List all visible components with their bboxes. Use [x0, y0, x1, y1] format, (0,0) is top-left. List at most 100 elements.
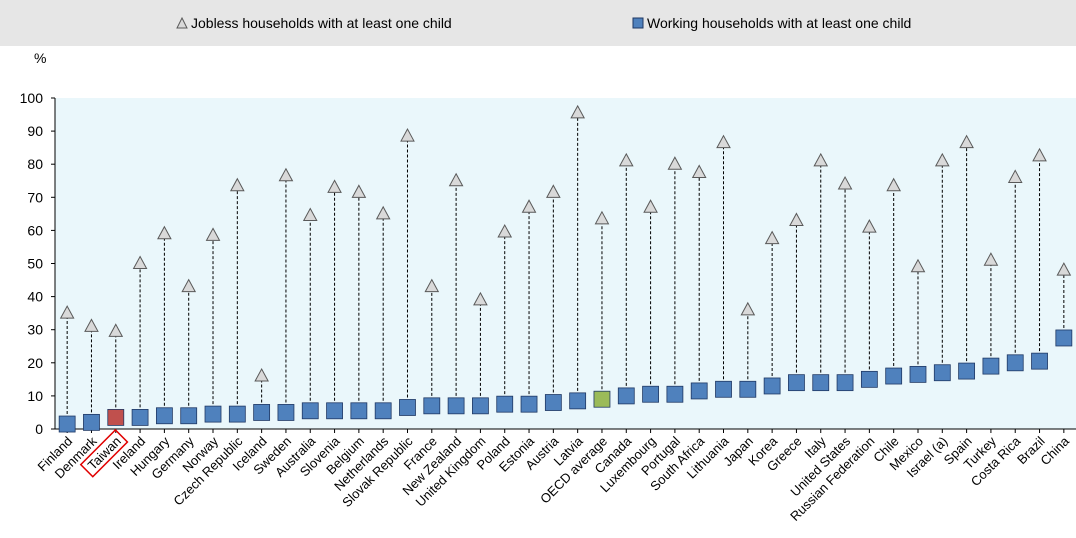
jobless-marker [1007, 169, 1023, 183]
working-marker [617, 387, 635, 405]
jobless-marker [594, 210, 610, 225]
working-marker [1055, 329, 1073, 347]
working-marker [58, 415, 76, 433]
working-marker [350, 402, 368, 420]
working-marker [277, 404, 295, 421]
jobless-marker [473, 291, 488, 306]
y-tick-label: 50 [27, 256, 43, 272]
highlight-box [79, 428, 129, 478]
jobless-marker [229, 177, 245, 192]
legend-item-working: Working households with at least one chi… [632, 13, 911, 33]
working-marker [399, 399, 416, 416]
y-tick-label: 30 [27, 322, 43, 338]
working-marker [83, 413, 100, 431]
jobless-marker [448, 172, 464, 187]
jobless-marker [618, 152, 634, 167]
working-marker [374, 402, 392, 420]
jobless-marker [691, 164, 707, 178]
jobless-marker [546, 184, 561, 198]
legend-label-working: Working households with at least one chi… [647, 15, 912, 31]
jobless-marker [813, 152, 829, 167]
y-tick-label: 0 [35, 421, 43, 437]
legend: Jobless households with at least one chi… [0, 0, 1076, 46]
jobless-marker [205, 227, 221, 241]
y-tick-label: 40 [27, 289, 43, 305]
working-marker [812, 374, 830, 392]
working-marker [909, 365, 927, 383]
working-marker [131, 409, 149, 426]
working-marker [520, 395, 538, 413]
jobless-marker [302, 207, 318, 222]
jobless-marker [886, 177, 902, 192]
working-marker [569, 392, 587, 410]
jobless-marker [521, 199, 537, 213]
jobless-marker [983, 252, 999, 266]
jobless-marker [667, 156, 683, 170]
working-marker [593, 390, 611, 408]
highlight-frame [79, 428, 129, 478]
working-marker [1006, 354, 1024, 372]
jobless-marker [934, 152, 950, 167]
working-marker [447, 397, 465, 415]
working-marker [326, 402, 343, 420]
jobless-marker [424, 278, 440, 293]
working-marker [885, 367, 903, 385]
working-marker [982, 357, 1000, 375]
jobless-marker [254, 367, 269, 382]
y-tick-label: 10 [27, 388, 43, 404]
working-marker [496, 395, 514, 413]
jobless-marker [1032, 147, 1047, 162]
working-marker [204, 405, 222, 423]
jobless-marker [400, 128, 415, 142]
jobless-marker [643, 199, 658, 213]
working-marker [690, 382, 708, 400]
jobless-marker [716, 134, 731, 149]
jobless-marker [157, 225, 172, 240]
plot-area [55, 98, 1076, 429]
working-marker [860, 370, 878, 388]
working-marker [715, 380, 732, 398]
working-marker [666, 385, 684, 403]
jobless-marker [1056, 262, 1072, 276]
working-marker [107, 409, 125, 426]
working-marker [739, 380, 757, 398]
jobless-marker [108, 323, 124, 337]
working-marker [958, 362, 976, 380]
working-marker [788, 374, 805, 392]
y-axis-unit: % [34, 50, 47, 66]
jobless-marker [959, 134, 974, 149]
working-marker [472, 397, 489, 415]
jobless-marker [862, 219, 877, 233]
jobless-marker [570, 104, 585, 119]
y-tick-label: 70 [27, 189, 43, 205]
jobless-marker [84, 318, 99, 332]
working-marker [544, 394, 562, 411]
jobless-marker [351, 184, 367, 198]
working-marker [301, 402, 319, 420]
jobless-marker [278, 167, 294, 182]
jobless-marker [789, 212, 804, 226]
working-marker [642, 385, 659, 403]
legend-item-jobless: Jobless households with at least one chi… [176, 13, 452, 33]
jobless-marker [837, 176, 853, 190]
jobless-marker [764, 230, 780, 245]
working-marker [155, 407, 173, 425]
working-marker [253, 404, 271, 421]
y-tick-label: 60 [27, 222, 43, 238]
y-tick-label: 90 [27, 123, 43, 139]
jobless-marker [910, 258, 926, 273]
jobless-marker [59, 305, 75, 319]
y-tick-label: 80 [27, 156, 43, 172]
working-marker [228, 405, 246, 423]
x-tick-label: China [1037, 433, 1072, 468]
jobless-marker [132, 255, 148, 269]
working-marker [933, 364, 951, 382]
square-marker-icon [632, 17, 644, 29]
working-marker [180, 407, 198, 425]
working-marker [836, 374, 854, 392]
legend-label-jobless: Jobless households with at least one chi… [191, 15, 452, 31]
jobless-marker [327, 179, 342, 193]
jobless-marker [375, 205, 391, 220]
working-marker [423, 397, 441, 415]
